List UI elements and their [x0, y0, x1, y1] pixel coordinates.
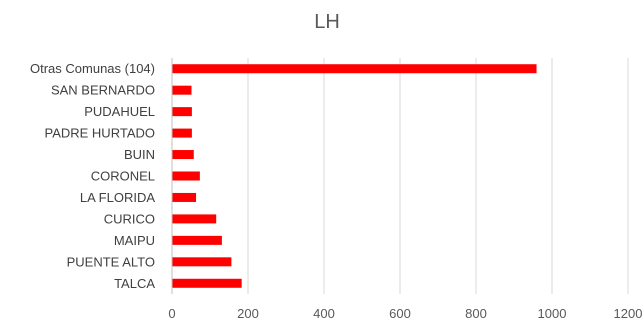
bar-san-bernardo	[172, 85, 192, 95]
category-label: PUDAHUEL	[84, 104, 155, 119]
category-label: BUIN	[124, 147, 155, 162]
category-labels: Otras Comunas (104) SAN BERNARDO PUDAHUEL P…	[30, 61, 155, 291]
category-label: MAIPU	[114, 233, 155, 248]
category-label: CORONEL	[91, 169, 155, 184]
bars	[172, 64, 537, 288]
x-tick-label-400: 400	[313, 306, 335, 321]
bar-pudahuel	[172, 107, 192, 117]
grid-lines	[171, 58, 629, 294]
category-label: Otras Comunas (104)	[30, 61, 155, 76]
category-label: PADRE HURTADO	[44, 126, 155, 141]
category-label: SAN BERNARDO	[51, 83, 155, 98]
x-tick-label-1200: 1200	[614, 306, 643, 321]
x-tick-label-800: 800	[465, 306, 487, 321]
category-label: PUENTE ALTO	[67, 254, 155, 269]
chart-title: LH	[314, 11, 340, 33]
category-label: CURICO	[104, 211, 155, 226]
bar-buin	[172, 150, 194, 160]
bar-puente-alto	[172, 257, 232, 267]
bar-otras-comunas-104	[172, 64, 537, 74]
bar-coronel	[172, 171, 200, 181]
x-tick-label-600: 600	[389, 306, 411, 321]
category-label: TALCA	[114, 276, 155, 291]
x-tick-labels: 0 200 400 600 800 1000 1200	[168, 306, 642, 321]
bar-talca	[172, 278, 242, 288]
bar-maipu	[172, 235, 222, 245]
bar-curico	[172, 214, 217, 224]
x-tick-label-200: 200	[237, 306, 259, 321]
bar-padre-hurtado	[172, 128, 192, 138]
category-label: LA FLORIDA	[80, 190, 155, 205]
bar-la-florida	[172, 192, 197, 202]
x-tick-label-0: 0	[168, 306, 175, 321]
x-tick-label-1000: 1000	[538, 306, 567, 321]
